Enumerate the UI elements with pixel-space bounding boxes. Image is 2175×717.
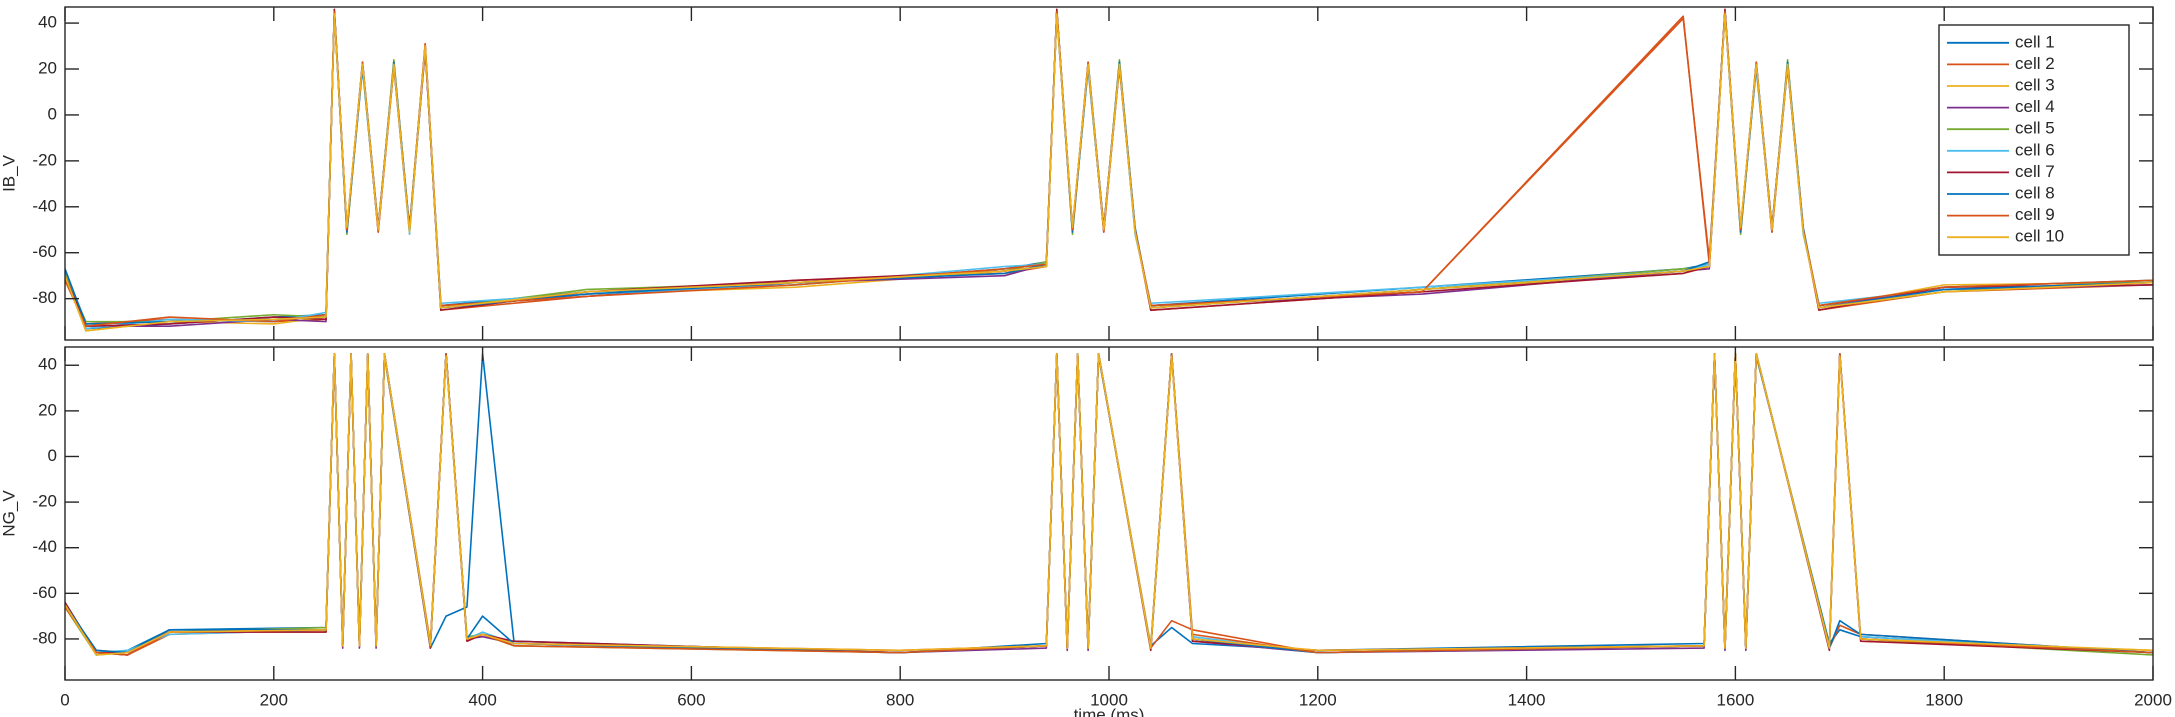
legend-label: cell 4 xyxy=(2015,97,2055,116)
y-tick-label: 0 xyxy=(48,104,57,123)
plot-area xyxy=(65,8,2153,332)
x-tick-label: 600 xyxy=(677,690,705,709)
y-tick-label: -20 xyxy=(32,150,57,169)
x-tick-label: 1200 xyxy=(1299,690,1337,709)
cell-trace xyxy=(65,353,2153,654)
cell-trace xyxy=(65,353,2153,654)
x-tick-label: 400 xyxy=(468,690,496,709)
legend-label: cell 2 xyxy=(2015,54,2055,73)
x-axis-label: time (ms) xyxy=(1074,705,1145,717)
legend-label: cell 9 xyxy=(2015,205,2055,224)
cell-trace xyxy=(65,353,2153,654)
y-tick-label: -60 xyxy=(32,242,57,261)
x-tick-label: 2000 xyxy=(2134,690,2172,709)
x-tick-label: 0 xyxy=(60,690,69,709)
cell-trace xyxy=(65,353,2153,654)
legend-label: cell 7 xyxy=(2015,162,2055,181)
plot-area xyxy=(65,353,2153,656)
cell-trace xyxy=(65,353,2153,656)
legend-label: cell 8 xyxy=(2015,183,2055,202)
cell-trace xyxy=(65,13,2153,332)
y-tick-label: -60 xyxy=(32,583,57,602)
y-tick-label: 40 xyxy=(38,355,57,374)
y-tick-label: -20 xyxy=(32,492,57,511)
x-tick-label: 1000 xyxy=(1090,690,1128,709)
x-tick-label: 1800 xyxy=(1925,690,1963,709)
y-tick-label: 40 xyxy=(38,13,57,32)
cell-trace xyxy=(65,353,2153,656)
y-tick-label: -40 xyxy=(32,196,57,215)
x-tick-label: 800 xyxy=(886,690,914,709)
y-tick-label: -80 xyxy=(32,288,57,307)
legend-label: cell 6 xyxy=(2015,140,2055,159)
cell-trace xyxy=(65,353,2153,656)
legend-label: cell 1 xyxy=(2015,32,2055,51)
cell-trace xyxy=(65,353,2153,656)
cell-trace xyxy=(65,353,2153,656)
y-tick-label: 20 xyxy=(38,400,57,419)
y-axis-label: NG_V xyxy=(0,490,18,537)
y-tick-label: -80 xyxy=(32,628,57,647)
x-tick-label: 200 xyxy=(260,690,288,709)
legend-label: cell 10 xyxy=(2015,227,2064,246)
y-tick-label: -40 xyxy=(32,537,57,556)
x-tick-label: 1600 xyxy=(1716,690,1754,709)
y-axis-label: IB_V xyxy=(0,154,18,192)
legend-label: cell 3 xyxy=(2015,75,2055,94)
cell-trace xyxy=(65,353,2153,656)
x-tick-label: 1400 xyxy=(1508,690,1546,709)
legend-label: cell 5 xyxy=(2015,119,2055,138)
y-tick-label: 0 xyxy=(48,446,57,465)
y-tick-label: 20 xyxy=(38,58,57,77)
legend-box xyxy=(1938,24,2130,256)
